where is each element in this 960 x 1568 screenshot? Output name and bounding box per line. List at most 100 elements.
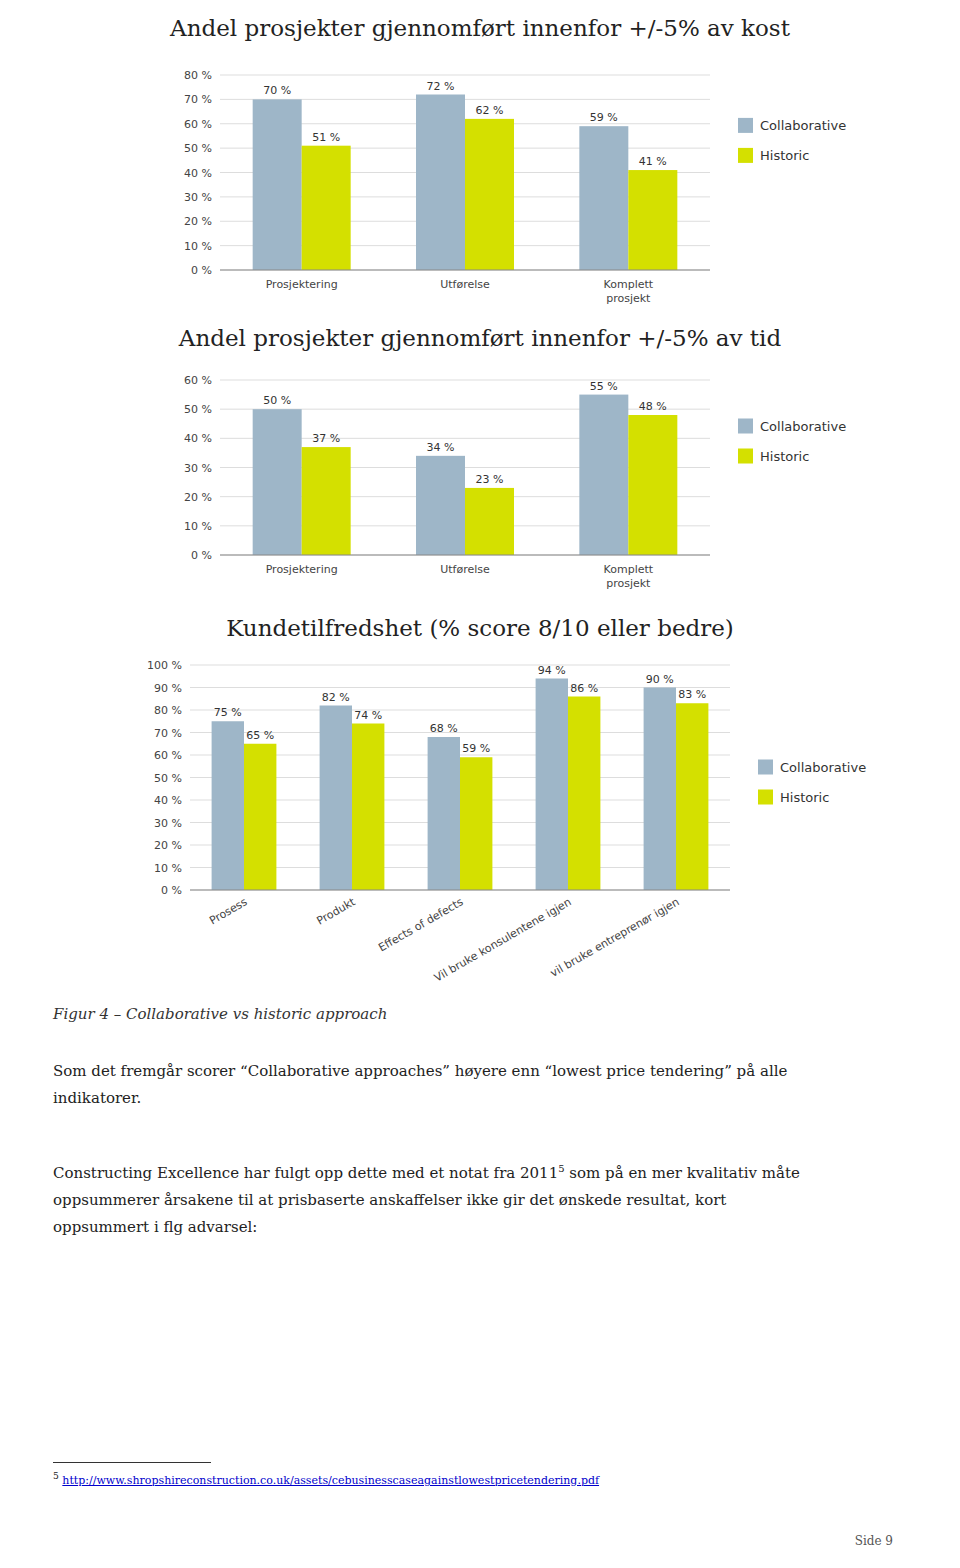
grid-line [220, 75, 710, 76]
bar [244, 744, 276, 890]
bar [212, 721, 244, 890]
page: Andel prosjekter gjennomført innenfor +/… [0, 0, 960, 1568]
y-tick-label: 20 % [184, 491, 212, 504]
bar [628, 415, 677, 555]
data-label: 41 % [639, 155, 667, 168]
y-tick-label: 10 % [184, 520, 212, 533]
chart-title: Andel prosjekter gjennomført innenfor +/… [178, 325, 782, 351]
data-label: 68 % [430, 722, 458, 735]
y-tick-label: 40 % [184, 432, 212, 445]
data-label: 70 % [263, 84, 291, 97]
bar [676, 703, 708, 890]
legend-swatch [738, 148, 753, 163]
y-tick-label: 30 % [154, 817, 182, 830]
x-axis-line [220, 555, 710, 556]
legend: CollaborativeHistoric [738, 118, 846, 163]
y-tick-label: 30 % [184, 191, 212, 204]
x-tick-label: vil bruke entreprenør igjen [548, 895, 681, 980]
y-tick-label: 0 % [161, 884, 182, 897]
y-tick-label: 0 % [191, 264, 212, 277]
legend-swatch [758, 790, 773, 805]
y-tick-label: 60 % [154, 749, 182, 762]
bar [568, 697, 600, 891]
legend: CollaborativeHistoric [738, 419, 846, 464]
data-label: 72 % [427, 80, 455, 93]
data-label: 51 % [312, 131, 340, 144]
x-tick-label: Utførelse [440, 563, 490, 576]
bar [536, 679, 568, 891]
y-tick-label: 60 % [184, 374, 212, 387]
y-tick-label: 60 % [184, 118, 212, 131]
x-axis-line [190, 890, 730, 891]
legend-swatch [758, 760, 773, 775]
bar [352, 724, 384, 891]
bar [416, 456, 465, 555]
data-label: 34 % [427, 441, 455, 454]
data-label: 59 % [590, 111, 618, 124]
x-tick-label: Prosess [207, 895, 250, 927]
footnote: 5 http://www.shropshireconstruction.co.u… [53, 1470, 599, 1487]
x-tick-label: Effects of defects [376, 895, 465, 954]
y-tick-label: 10 % [154, 862, 182, 875]
y-tick-label: 80 % [154, 704, 182, 717]
bar [416, 95, 465, 271]
caption: Figur 4 – Collaborative vs historic appr… [53, 1005, 920, 1023]
grid-line [190, 665, 730, 666]
page-label: Side 9 [855, 1534, 893, 1548]
bars [253, 95, 678, 271]
legend-label: Historic [780, 790, 829, 805]
x-tick-label: Utførelse [440, 278, 490, 291]
bar [579, 395, 628, 555]
bar [465, 119, 514, 270]
grid-line [220, 555, 710, 556]
x-tick-label: Prosjektering [266, 563, 338, 576]
data-label: 23 % [476, 473, 504, 486]
y-tick-label: 50 % [184, 403, 212, 416]
x-tick-label: Produkt [315, 895, 359, 928]
bar [465, 488, 514, 555]
y-tick-label: 40 % [184, 167, 212, 180]
legend-swatch [738, 449, 753, 464]
data-label: 48 % [639, 400, 667, 413]
data-label: 59 % [462, 742, 490, 755]
data-label: 50 % [263, 394, 291, 407]
y-tick-label: 70 % [184, 93, 212, 106]
legend-label: Historic [760, 148, 809, 163]
y-tick-label: 20 % [184, 215, 212, 228]
bars [253, 395, 678, 555]
x-tick-label: Komplettprosjekt [604, 563, 654, 590]
data-label: 94 % [538, 664, 566, 677]
data-label: 83 % [678, 688, 706, 701]
bar [579, 126, 628, 270]
legend-label: Collaborative [780, 760, 866, 775]
chart-title: Kundetilfredshet (% score 8/10 eller bed… [226, 615, 734, 641]
data-label: 75 % [214, 706, 242, 719]
footnote-url[interactable]: http://www.shropshireconstruction.co.uk/… [62, 1474, 599, 1487]
data-label: 86 % [570, 682, 598, 695]
data-label: 65 % [246, 729, 274, 742]
y-tick-label: 30 % [184, 462, 212, 475]
x-tick-label: Komplettprosjekt [604, 278, 654, 305]
bar [253, 99, 302, 270]
y-tick-label: 100 % [147, 659, 182, 672]
y-tick-label: 50 % [184, 142, 212, 155]
bar [628, 170, 677, 270]
y-tick-label: 80 % [184, 69, 212, 82]
grid-line [190, 890, 730, 891]
data-label: 55 % [590, 380, 618, 393]
bar [302, 447, 351, 555]
bar [320, 706, 352, 891]
y-tick-label: 40 % [154, 794, 182, 807]
bar [302, 146, 351, 270]
paragraph-text: Constructing Excellence har fulgt opp de… [53, 1164, 558, 1182]
data-label: 74 % [354, 709, 382, 722]
data-label: 90 % [646, 673, 674, 686]
y-tick-label: 70 % [154, 727, 182, 740]
paragraph: Som det fremgår scorer “Collaborative ap… [53, 1058, 920, 1112]
y-tick-label: 10 % [184, 240, 212, 253]
bar-chart: Andel prosjekter gjennomført innenfor +/… [0, 310, 960, 600]
bar-chart: Kundetilfredshet (% score 8/10 eller bed… [0, 600, 960, 995]
legend-label: Historic [760, 449, 809, 464]
data-labels: 50 %34 %55 %37 %23 %48 % [263, 380, 667, 486]
legend: Collaborative Historic [758, 760, 866, 805]
